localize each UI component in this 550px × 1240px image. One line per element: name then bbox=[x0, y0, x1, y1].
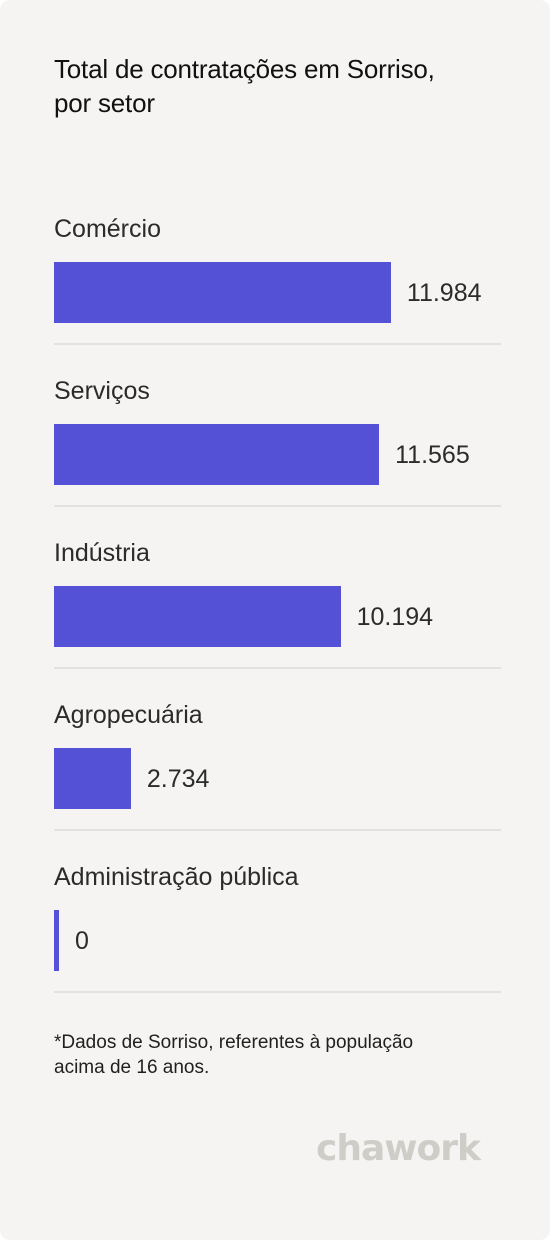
chart-title-line-2: por setor bbox=[54, 88, 155, 118]
bar-category-label: Indústria bbox=[54, 539, 150, 567]
bar-value-label: 2.734 bbox=[146, 765, 210, 793]
bar-category-label: Administração pública bbox=[54, 863, 299, 891]
bar-value-label: 11.984 bbox=[406, 279, 482, 307]
bar-value-label: 11.565 bbox=[395, 441, 470, 469]
bar-chart: Comércio 11.984 Serviços 11.565 Indústria 10.… bbox=[54, 200, 501, 1010]
chart-title-line-1: Total de contratações em Sorriso, bbox=[54, 54, 435, 84]
bar bbox=[54, 424, 380, 485]
row-divider bbox=[54, 829, 501, 831]
row-divider bbox=[54, 667, 501, 669]
bar-category-label: Agropecuária bbox=[54, 701, 203, 729]
footnote-line-1: *Dados de Sorriso, referentes à populaçã… bbox=[54, 1032, 414, 1053]
footnote-line-2: acima de 16 anos. bbox=[54, 1057, 210, 1078]
bar-row: Indústria 10.194 bbox=[54, 524, 501, 686]
footnote: *Dados de Sorriso, referentes à populaçã… bbox=[54, 1030, 494, 1080]
bar-row: Agropecuária 2.734 bbox=[54, 686, 501, 848]
bar-row: Serviços 11.565 bbox=[54, 362, 501, 524]
row-divider bbox=[54, 991, 501, 993]
chart-title: Total de contratações em Sorriso, por se… bbox=[54, 52, 524, 120]
chawork-logo: chawork bbox=[316, 1128, 483, 1169]
bar-row: Comércio 11.984 bbox=[54, 200, 501, 362]
bar bbox=[54, 586, 341, 647]
chawork-logo-wordmark: chawork bbox=[316, 1128, 482, 1169]
bar-value-label: 10.194 bbox=[356, 603, 434, 631]
row-divider bbox=[54, 343, 501, 345]
bar bbox=[54, 910, 59, 971]
bar-category-label: Comércio bbox=[54, 215, 161, 243]
bar-category-label: Serviços bbox=[54, 377, 150, 405]
bar bbox=[54, 748, 131, 809]
bar bbox=[54, 262, 391, 323]
bar-row: Administração pública 0 bbox=[54, 848, 501, 1010]
bar-value-label: 0 bbox=[75, 927, 89, 955]
row-divider bbox=[54, 505, 501, 507]
